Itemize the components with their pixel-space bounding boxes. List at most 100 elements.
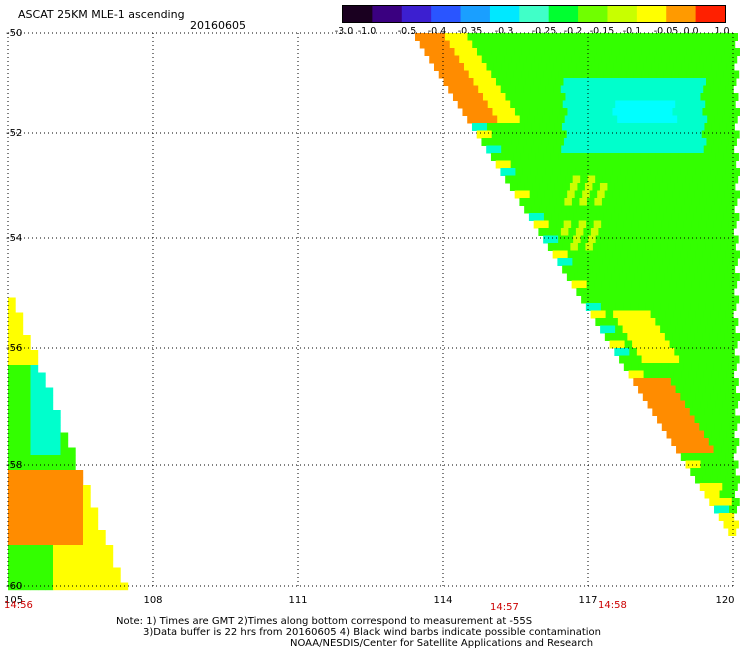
swath-cell [717,250,726,259]
swath-cell [519,198,528,206]
swath-cell [667,40,676,49]
swath-cell [508,145,517,154]
swath-cell [694,130,703,139]
swath-cell [497,33,506,41]
swath-cell [664,48,673,56]
swath-cell [704,123,713,131]
swath-cell [547,40,556,49]
note-line-2: 3)Data buffer is 22 hrs from 20160605 4)… [143,627,601,638]
swath-cell [105,560,114,568]
swath-cell [695,250,704,259]
swath-cell [499,108,508,116]
swath-cell [718,310,727,319]
swath-cell [719,183,728,191]
swath-cell [15,582,24,591]
swath-cell [105,575,114,583]
swath-cell [726,513,735,521]
swath-cell [685,153,694,161]
swath-cell [490,93,499,101]
swath-cell [721,445,730,454]
swath-cell [727,490,736,499]
swath-cell [599,40,608,49]
swath-cell [699,423,708,431]
swath-cell [83,485,91,493]
swath-cell [557,258,566,266]
swath-cell [514,108,523,116]
swath-cell [630,160,639,169]
swath-cell [724,333,733,341]
swath-cell [710,310,719,319]
swath-cell [571,138,580,146]
swath-cell [632,175,641,184]
swath-cell [701,273,710,281]
swath-cell [649,190,658,199]
swath-cell [30,567,39,576]
swath-cell [575,228,584,236]
swath-cell [552,168,561,176]
swath-cell [23,470,31,478]
swath-cell [725,393,734,401]
swath-cell [701,130,710,139]
swath-cell [508,63,517,71]
swath-cell [30,537,39,546]
swath-cell [566,48,575,56]
swath-cell [608,78,617,86]
swath-cell [709,273,718,281]
swath-cell [731,438,740,446]
swath-cell [53,447,61,456]
swath-cell [616,138,625,146]
swath-cell [30,417,39,426]
swath-cell [636,123,645,131]
swath-cell [8,447,16,456]
swath-cell [666,348,675,356]
colorbar-tick-label: -0.5 [397,26,417,37]
swath-cell [729,55,738,64]
swath-cell [712,100,721,109]
swath-cell [90,560,99,568]
swath-cell [672,108,681,116]
swath-cell [678,438,687,446]
swath-cell [520,175,529,184]
swath-cell [662,115,671,124]
swath-cell [678,153,687,161]
swath-cell [560,168,569,176]
swath-cell [732,475,740,484]
swath-cell [697,183,706,191]
swath-cell [707,340,716,349]
swath-cell [657,108,666,116]
swath-cell [15,342,24,351]
swath-cell [657,168,666,176]
swath-cell [635,85,644,94]
swath-cell [591,205,600,214]
swath-cell [687,190,696,199]
swath-cell [648,153,657,161]
swath-cell [683,138,692,146]
swath-cell [666,63,675,71]
swath-cell [609,115,618,124]
swath-cell [654,340,663,349]
swath-cell [627,168,636,176]
swath-cell [618,235,627,244]
swath-cell [491,130,500,139]
swath-cell [677,115,686,124]
swath-cell [90,545,99,553]
swath-cell [527,115,536,124]
swath-cell [30,560,39,568]
swath-cell [693,235,702,244]
swath-cell [574,48,583,56]
swath-cell [718,453,727,461]
swath-cell [552,250,561,259]
swath-cell [715,153,724,161]
swath-cell [83,492,91,501]
swath-cell [574,273,583,281]
swath-cell [647,115,656,124]
swath-cell [623,78,632,86]
swath-cell [15,545,24,553]
swath-cell [639,198,648,206]
swath-cell [647,93,656,101]
swath-cell [579,115,588,124]
swath-cell [481,138,490,146]
swath-cell [467,115,476,124]
swath-cell [664,108,673,116]
swath-cell [616,55,625,64]
